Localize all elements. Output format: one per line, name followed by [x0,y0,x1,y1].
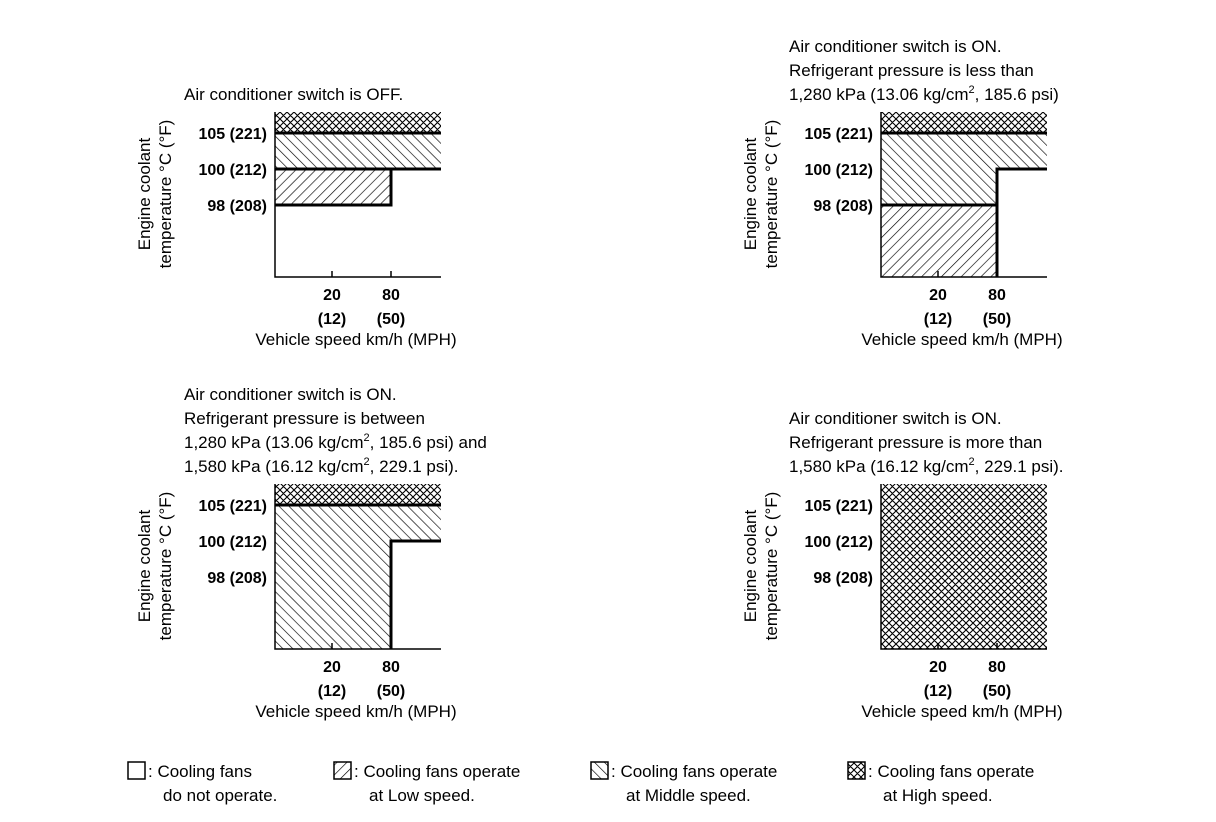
y-tick-label: 98 (208) [207,570,267,587]
chart-title-line: Refrigerant pressure is less than [789,61,1034,80]
y-tick-label: 100 (212) [805,534,874,551]
region-boundary [881,131,1047,277]
x-axis-label: Vehicle speed km/h (MPH) [255,702,456,721]
chart-axes [880,112,1047,278]
legend-label: : Cooling fans operate [611,762,777,781]
chart-title-line: Air conditioner switch is ON. [184,385,397,404]
y-axis-label: Engine coolant [741,509,760,622]
chart-title-line: Air conditioner switch is OFF. [184,85,403,104]
y-axis-label: temperature °C (°F) [156,120,175,269]
y-tick-label: 100 (212) [199,162,268,179]
y-tick-label: 105 (221) [199,498,268,515]
x-tick-label-mph: (12) [924,311,952,328]
x-tick-label: 80 [988,287,1006,304]
x-tick-label-mph: (12) [924,683,952,700]
legend-item-mid: : Cooling fans operate at Middle speed. [590,761,777,805]
chart-title-line: Air conditioner switch is ON. [789,409,1002,428]
x-axis-label: Vehicle speed km/h (MPH) [861,330,1062,349]
y-axis-label: Engine coolant [135,509,154,622]
x-axis-label: Vehicle speed km/h (MPH) [861,702,1062,721]
region-boundary [275,503,441,649]
y-axis-label: temperature °C (°F) [762,492,781,641]
legend-label: : Cooling fans operate [868,762,1034,781]
x-tick-label: 80 [382,659,400,676]
x-tick-label-mph: (12) [318,683,346,700]
chart-high-pressure: Air conditioner switch is ON. Refrigerant… [741,409,1064,721]
legend-sublabel: at Middle speed. [626,786,751,805]
y-axis-label: Engine coolant [741,137,760,250]
region-high-speed [275,112,441,133]
chart-low-pressure: Air conditioner switch is ON. Refrigerant… [741,37,1063,349]
region-middle-speed [275,505,441,649]
region-boundary [275,131,441,207]
chart-title-line: 1,280 kPa (13.06 kg/cm2, 185.6 psi) and [184,432,487,452]
chart-mid-pressure: Air conditioner switch is ON. Refrigerant… [135,385,487,721]
y-tick-label: 100 (212) [805,162,874,179]
region-high-speed [881,112,1047,133]
chart-axes [274,484,441,650]
legend-label: : Cooling fans operate [354,762,520,781]
chart-title-line: 1,280 kPa (13.06 kg/cm2, 185.6 psi) [789,84,1059,104]
region-middle-speed [275,133,441,169]
chart-title-line: Refrigerant pressure is between [184,409,425,428]
chart-off: Air conditioner switch is OFF. 105 (221) 1… [135,85,457,349]
x-tick-label: 20 [929,659,947,676]
y-axis-label: temperature °C (°F) [762,120,781,269]
x-tick-label-mph: (50) [377,683,405,700]
y-axis-label: Engine coolant [135,137,154,250]
legend-swatch [333,761,352,780]
legend-sublabel: at Low speed. [369,786,475,805]
y-tick-label: 105 (221) [199,126,268,143]
legend-sublabel: at High speed. [883,786,993,805]
region-middle-speed [881,133,1047,205]
x-tick-label-mph: (12) [318,311,346,328]
legend-swatch [847,761,866,780]
legend-item-low: : Cooling fans operate at Low speed. [333,761,520,805]
y-axis-label: temperature °C (°F) [156,492,175,641]
legend-sublabel: do not operate. [163,786,277,805]
y-tick-label: 105 (221) [805,498,874,515]
x-axis-label: Vehicle speed km/h (MPH) [255,330,456,349]
x-tick-label: 20 [323,659,341,676]
legend-swatch [127,761,146,780]
chart-title-line: Air conditioner switch is ON. [789,37,1002,56]
chart-axes [274,112,441,278]
region-high-speed [275,484,441,505]
region-low-speed [881,205,997,277]
legend-label: : Cooling fans [148,762,252,781]
x-tick-label-mph: (50) [983,683,1011,700]
y-tick-label: 105 (221) [805,126,874,143]
y-tick-label: 98 (208) [207,198,267,215]
chart-title-line: 1,580 kPa (16.12 kg/cm2, 229.1 psi). [789,456,1064,476]
y-tick-label: 100 (212) [199,534,268,551]
y-tick-label: 98 (208) [813,198,873,215]
x-tick-label: 20 [323,287,341,304]
y-tick-label: 98 (208) [813,570,873,587]
chart-axes [880,484,1047,650]
legend-item-high: : Cooling fans operate at High speed. [847,761,1034,805]
x-tick-label: 80 [988,659,1006,676]
x-tick-label-mph: (50) [983,311,1011,328]
chart-title-line: Refrigerant pressure is more than [789,433,1042,452]
x-tick-label: 80 [382,287,400,304]
region-low-speed [275,169,391,205]
x-tick-label: 20 [929,287,947,304]
region-high-speed [881,484,1047,649]
chart-title-line: 1,580 kPa (16.12 kg/cm2, 229.1 psi). [184,456,459,476]
legend-item-none: : Cooling fans do not operate. [127,761,277,805]
legend-swatch [590,761,609,780]
x-tick-label-mph: (50) [377,311,405,328]
